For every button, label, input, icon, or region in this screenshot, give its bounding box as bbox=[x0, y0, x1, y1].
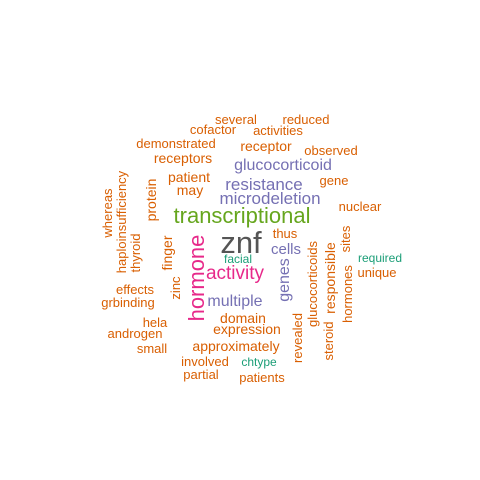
word-multiple: multiple bbox=[207, 293, 262, 310]
word-steroid: steroid bbox=[321, 321, 336, 360]
word-chtype: chtype bbox=[241, 355, 277, 369]
word-several: several bbox=[215, 112, 257, 127]
word-hela: hela bbox=[143, 315, 168, 330]
word-receptors: receptors bbox=[154, 150, 212, 166]
word-revealed: revealed bbox=[290, 313, 305, 363]
word-gene: gene bbox=[320, 173, 349, 188]
word-receptor: receptor bbox=[240, 138, 292, 154]
word-whereas: whereas bbox=[100, 188, 115, 239]
word-androgen: androgen bbox=[108, 326, 163, 341]
word-approximately: approximately bbox=[192, 338, 279, 354]
word-activity: activity bbox=[206, 263, 265, 284]
word-resistance: resistance bbox=[225, 175, 302, 194]
word-may: may bbox=[177, 182, 203, 198]
word-zinc: zinc bbox=[168, 276, 183, 300]
word-finger: finger bbox=[159, 235, 175, 270]
word-glucocorticoids: glucocorticoids bbox=[305, 241, 320, 327]
word-patient: patient bbox=[168, 169, 210, 185]
word-hormone: hormone bbox=[184, 235, 209, 322]
word-transcriptional: transcriptional bbox=[174, 203, 311, 228]
word-responsible: responsible bbox=[322, 242, 338, 314]
word-genes: genes bbox=[276, 258, 293, 302]
word-effects: effects bbox=[116, 282, 155, 297]
word-expression: expression bbox=[213, 321, 281, 337]
word-activities: activities bbox=[253, 123, 303, 138]
word-reduced: reduced bbox=[283, 112, 330, 127]
word-sites: sites bbox=[338, 225, 353, 252]
word-protein: protein bbox=[143, 179, 159, 222]
word-glucocorticoid: glucocorticoid bbox=[234, 157, 332, 174]
word-cells: cells bbox=[271, 241, 301, 258]
word-small: small bbox=[137, 341, 167, 356]
word-hormones: hormones bbox=[340, 265, 355, 323]
word-unique: unique bbox=[357, 265, 396, 280]
word-demonstrated: demonstrated bbox=[136, 136, 216, 151]
word-facial: facial bbox=[224, 252, 252, 266]
word-znf: znf bbox=[220, 225, 262, 260]
word-nuclear: nuclear bbox=[339, 199, 382, 214]
word-observed: observed bbox=[304, 143, 357, 158]
word-partial: partial bbox=[183, 367, 219, 382]
word-haploinsufficiency: haploinsufficiency bbox=[114, 170, 129, 273]
word-thus: thus bbox=[273, 226, 298, 241]
word-thyroid: thyroid bbox=[128, 233, 143, 272]
word-cofactor: cofactor bbox=[190, 122, 237, 137]
word-involved: involved bbox=[181, 354, 229, 369]
word-patients: patients bbox=[239, 370, 285, 385]
word-required: required bbox=[358, 251, 402, 265]
word-grbinding: grbinding bbox=[101, 295, 155, 310]
word-microdeletion: microdeletion bbox=[219, 189, 320, 208]
word-domain: domain bbox=[220, 310, 266, 326]
